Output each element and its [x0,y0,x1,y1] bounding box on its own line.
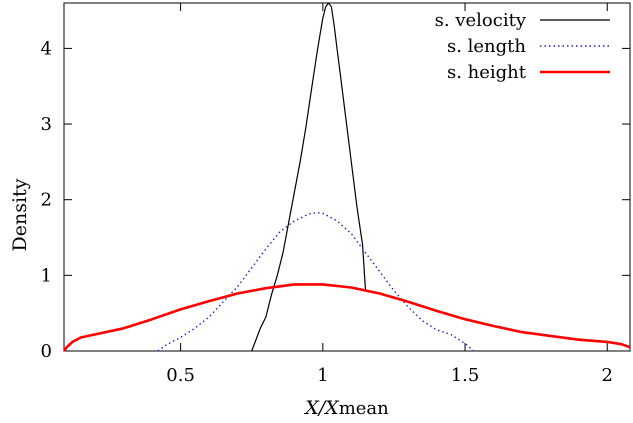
x-tick-label: 2 [602,365,613,386]
y-axis-label: Density [9,178,31,251]
legend-label: s. length [447,36,526,57]
x-tick-labels: 0.5 1 1.5 2 [166,365,613,386]
y-tick-label: 0 [41,341,52,362]
tick-marks [64,3,630,352]
y-tick-label: 4 [41,38,52,59]
x-axis-label-sub: mean [339,398,389,419]
x-tick-label: 0.5 [166,365,195,386]
x-tick-label: 1 [317,365,328,386]
legend-label: s. velocity [435,10,527,31]
series-line-s-length [157,211,475,352]
y-tick-label: 1 [41,265,52,286]
plot-border [63,2,631,352]
y-tick-labels: 0 1 2 3 4 [41,38,52,362]
plot-frame [63,2,631,352]
series-line-s-velocity [251,2,367,352]
x-axis-label: X/Xmean [303,397,389,419]
y-tick-label: 3 [41,114,52,135]
series-line-s-height [62,283,631,352]
x-axis-label-main: X/X [303,397,340,419]
legend: s. velocity s. length s. height [435,10,610,83]
x-tick-label: 1.5 [451,365,480,386]
legend-label: s. height [447,62,527,83]
series-layer [62,2,631,352]
y-tick-label: 2 [41,190,52,211]
